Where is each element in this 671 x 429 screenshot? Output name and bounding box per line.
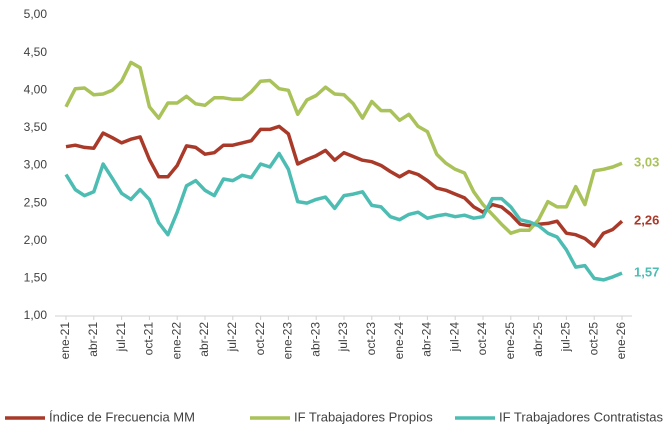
y-tick-label: 4,50 [24, 45, 48, 59]
series-line [65, 124, 624, 248]
x-tick-label: abr-22 [197, 322, 211, 357]
x-tick-label: jul-22 [225, 322, 239, 353]
y-tick-label: 2,00 [24, 233, 48, 247]
series-line [64, 151, 623, 282]
data-label: 1,57 [634, 265, 659, 280]
x-tick-label: oct-22 [253, 322, 267, 356]
x-tick-label: ene-24 [392, 322, 406, 360]
x-tick-label: jul-23 [336, 322, 350, 353]
series-line [64, 60, 623, 235]
y-tick-label: 5,00 [24, 7, 48, 21]
y-tick-label: 3,50 [24, 120, 48, 134]
y-tick-label: 2,50 [24, 195, 48, 209]
x-tick-label: jul-25 [559, 322, 573, 353]
x-tick-label: ene-21 [58, 322, 72, 360]
legend-label: IF Trabajadores Propios [294, 409, 433, 424]
x-tick-label: jul-21 [114, 322, 128, 353]
x-tick-label: oct-24 [475, 322, 489, 356]
x-tick-label: ene-26 [614, 322, 628, 360]
data-label: 2,26 [634, 213, 659, 228]
y-tick-label: 1,00 [24, 308, 48, 322]
x-tick-label: oct-23 [364, 322, 378, 356]
x-tick-label: oct-21 [142, 322, 156, 356]
legend-label: Índice de Frecuencia MM [49, 409, 195, 424]
x-tick-label: ene-23 [281, 322, 295, 360]
x-tick-label: abr-24 [420, 322, 434, 357]
y-tick-label: 3,00 [24, 158, 48, 172]
data-label: 3,03 [634, 155, 659, 170]
y-tick-label: 1,50 [24, 271, 48, 285]
y-tick-label: 4,00 [24, 82, 48, 96]
x-tick-label: oct-25 [586, 322, 600, 356]
x-tick-label: jul-24 [447, 322, 461, 353]
x-tick-label: ene-22 [169, 322, 183, 360]
x-tick-label: ene-25 [503, 322, 517, 360]
x-tick-label: abr-21 [86, 322, 100, 357]
legend-label: IF Trabajadores Contratistas [499, 409, 664, 424]
x-tick-label: abr-23 [308, 322, 322, 357]
x-tick-label: abr-25 [531, 322, 545, 357]
